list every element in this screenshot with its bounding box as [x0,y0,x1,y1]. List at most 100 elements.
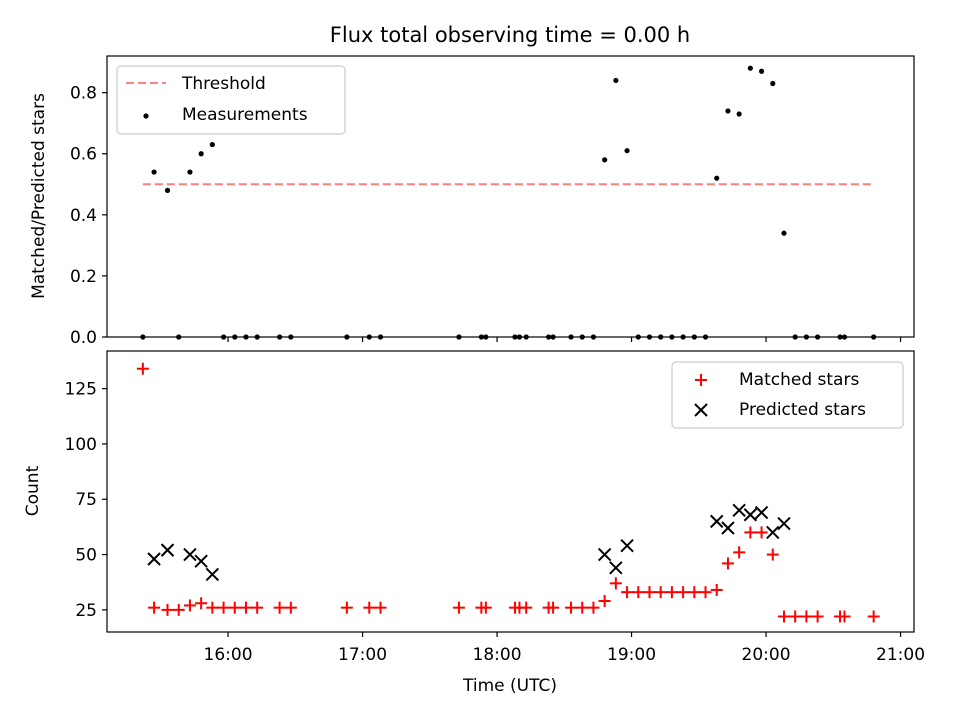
matched-stars-point [811,610,824,623]
x-tick-label: 18:00 [473,645,522,665]
predicted-stars-point [147,552,161,566]
x-tick-label: 19:00 [607,645,656,665]
legend-x-marker [694,403,708,417]
y-tick-label: 0.2 [70,267,97,287]
matched-stars-point [609,577,622,590]
measurement-point [187,169,193,175]
matched-stars-point [643,586,656,599]
measurement-point [164,187,171,193]
matched-stars-point [363,601,376,614]
predicted-stars-point [732,503,746,518]
matched-stars-point [565,601,578,614]
measurement-point [714,175,720,181]
x-axis-ticks: 16:00 17:00 18:00 19:00 20:00 21:00 [204,632,925,665]
y-axis-ticks: 25 50 75 100 125 [65,380,107,621]
matched-stars-point [800,610,813,623]
matched-stars-point [867,610,880,623]
x-tick-label: 17:00 [338,645,387,665]
matched-stars-point [374,601,387,614]
ratio-panel: Flux total observing time = 0.00 h 0.00.… [29,23,915,348]
matched-stars-point [206,601,219,614]
y-tick-label: 100 [65,435,97,455]
predicted-stars-point [205,567,220,582]
count-panel: 25 50 75 100 125 16:00 17:00 18:00 19:00 20:00 21… [23,350,925,696]
predicted-stars-point [160,543,175,557]
x-axis-label: Time (UTC) [462,676,557,696]
matched-stars-point [136,362,149,375]
matched-stars-point [520,601,533,614]
predicted-stars-point [777,516,791,531]
matched-stars-point [789,610,802,623]
matched-stars-point [161,603,174,616]
y-tick-label: 50 [75,546,97,566]
matched-stars-point [228,601,241,614]
measurement-point [781,230,787,236]
legend-box [671,361,904,429]
y-tick-label: 75 [75,490,97,510]
predicted-stars-point [766,525,780,540]
x-tick-label: 20:00 [742,645,791,665]
measurement-point [747,65,753,71]
x-axis-ticks [227,337,902,342]
y-tick-label: 125 [65,380,97,400]
matched-stars-point [340,601,353,614]
predicted-stars-point [194,554,208,568]
y-tick-label: 0.4 [70,206,97,226]
matched-stars-point [183,599,196,612]
legend: Threshold Measurements [116,65,346,135]
matched-stars-point [744,526,757,539]
measurement-point [602,157,608,163]
matched-stars-point [148,601,161,614]
measurement-point [209,141,215,148]
measurement-point [758,68,765,74]
matched-stars-point [217,601,230,614]
measurement-point [198,151,204,157]
matched-stars-point [721,557,734,570]
matched-stars-point [677,586,690,599]
x-tick-label: 16:00 [204,645,253,665]
legend-box [116,65,346,135]
predicted-stars-point [743,508,758,522]
predicted-stars-point [710,514,724,529]
matched-stars-point [665,586,678,599]
y-axis-label: Matched/Predicted stars [29,93,49,299]
legend-measurements-dot [143,113,149,119]
plot-frame [106,350,915,633]
legend-label-matched: Matched stars [739,370,859,390]
y-tick-label: 0.0 [70,328,97,348]
matched-stars-point [755,526,768,539]
matched-stars-point [576,601,589,614]
matched-stars-point [547,601,560,614]
legend-plus-marker [695,374,707,386]
matched-stars-point [239,601,252,614]
count-marks [136,362,880,623]
predicted-stars-point [183,547,197,562]
matched-stars-point [733,546,746,559]
measurement-point [770,80,776,87]
matched-stars-point [777,610,790,623]
legend: Matched stars Predicted stars [671,361,904,429]
measurement-point [725,108,731,114]
predicted-stars-point [721,521,735,535]
matched-stars-point [251,601,264,614]
predicted-stars-point [620,539,634,553]
predicted-stars-point [754,505,769,520]
matched-stars-point [284,601,297,614]
matched-stars-point [632,586,645,599]
measurement-point [624,148,630,154]
matched-stars-point [621,586,634,599]
matched-stars-point [172,603,185,616]
legend-label-predicted: Predicted stars [739,400,866,420]
predicted-stars-point [609,561,623,575]
matched-stars-point [452,601,465,614]
matched-stars-point [688,586,701,599]
x-tick-label: 21:00 [876,645,925,665]
matched-stars-point [654,586,667,599]
matched-stars-point [587,601,600,614]
measurement-point [613,77,619,84]
y-axis-label: Count [23,465,43,516]
matched-stars-point [766,548,779,561]
matched-stars-point [699,586,712,599]
matched-stars-point [479,601,492,614]
